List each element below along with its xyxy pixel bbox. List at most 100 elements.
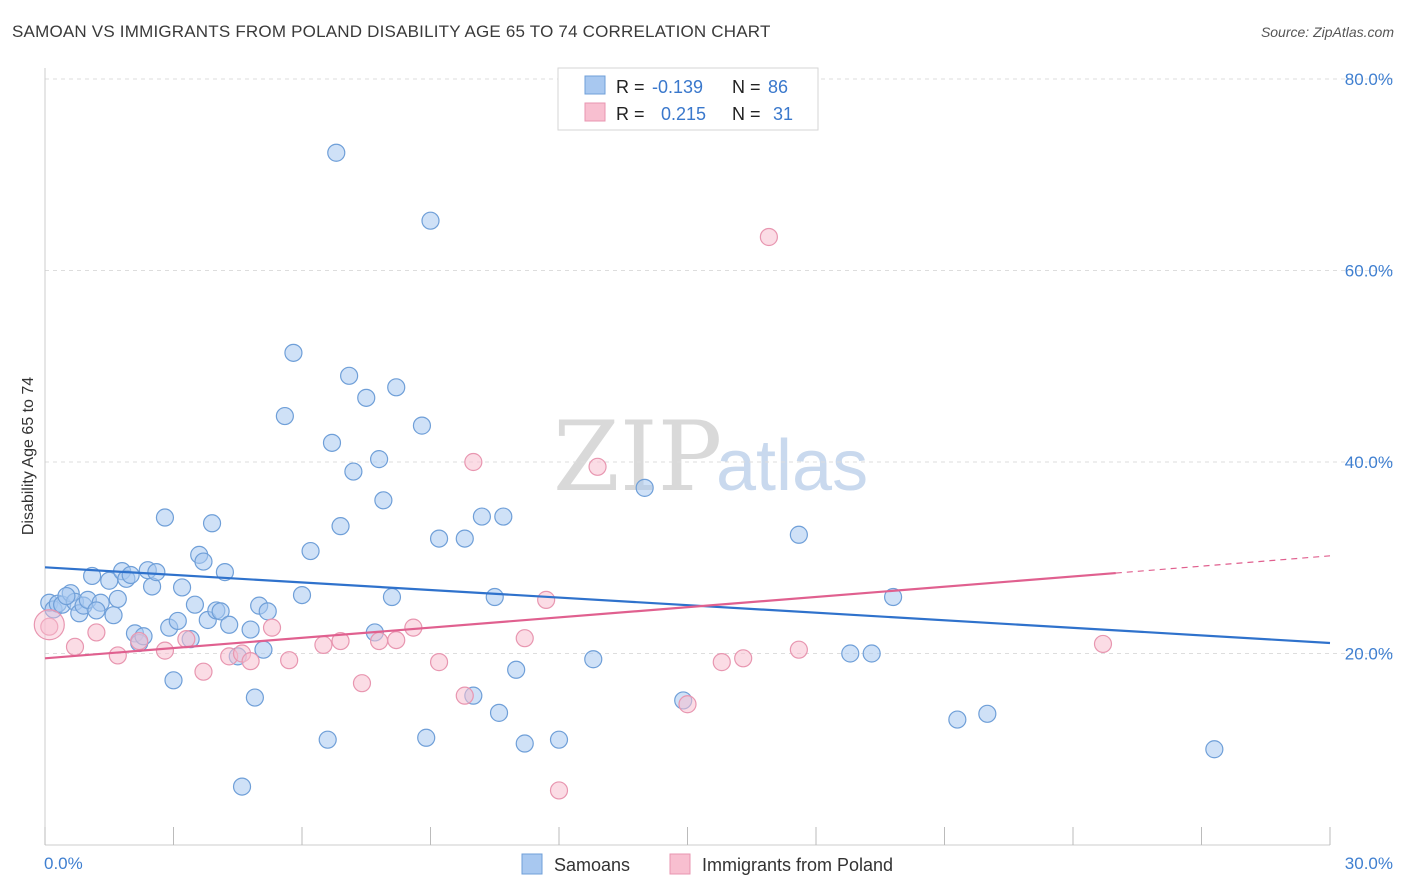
samoans-point <box>549 730 569 749</box>
poland-point <box>241 652 260 671</box>
samoans-point <box>489 703 509 722</box>
samoans-point <box>245 688 264 707</box>
samoans-point <box>155 508 175 527</box>
poland-point <box>387 630 406 650</box>
legend-r-value-1: -0.139 <box>652 77 703 97</box>
samoans-point <box>241 620 260 639</box>
samoans-point <box>322 433 342 452</box>
samoans-point <box>370 450 389 469</box>
watermark-zip: ZIP <box>553 401 722 513</box>
samoans-point <box>147 563 166 582</box>
samoans-point <box>883 587 903 607</box>
samoans-point <box>258 602 277 621</box>
x-tick-label-min: 0.0% <box>44 854 83 873</box>
correlation-legend: R = -0.139 N = 86 R = 0.215 N = 31 <box>557 67 819 131</box>
samoans-point <box>202 514 222 533</box>
source-label: Source: ZipAtlas.com <box>1260 24 1394 40</box>
poland-point <box>177 630 196 649</box>
samoans-point <box>455 529 474 548</box>
samoans-point <box>275 406 294 426</box>
poland-point <box>515 629 534 648</box>
y-tick-label-40: 40.0% <box>1345 453 1393 472</box>
bottom-legend-label-samoans: Samoans <box>554 855 630 875</box>
poland-points <box>33 227 1113 800</box>
poland-point <box>130 631 149 651</box>
samoans-point <box>387 378 406 397</box>
legend-swatch-samoans <box>584 75 606 95</box>
legend-swatch-poland <box>584 102 606 122</box>
samoans-point <box>292 585 312 605</box>
poland-point <box>108 646 127 665</box>
samoans-point <box>978 704 997 723</box>
poland-point <box>65 637 85 656</box>
samoans-point <box>215 563 234 582</box>
poland-point <box>588 457 607 476</box>
poland-point <box>734 649 753 668</box>
poland-point <box>262 618 282 637</box>
samoans-point <box>417 728 436 747</box>
samoans-point <box>108 589 127 609</box>
samoans-point <box>948 710 967 729</box>
samoans-point <box>104 606 123 625</box>
poland-point <box>194 662 213 681</box>
samoans-point <box>57 586 76 606</box>
samoans-point <box>168 611 187 631</box>
samoans-point <box>83 566 102 586</box>
samoans-point <box>284 343 303 362</box>
samoans-point <box>429 529 449 548</box>
poland-point <box>370 631 389 651</box>
legend-r-label-1: R = <box>616 77 645 97</box>
samoans-point <box>382 587 402 607</box>
gridlines <box>45 78 1393 654</box>
samoans-point <box>327 143 346 162</box>
samoans-point <box>412 416 432 435</box>
poland-point <box>1093 634 1113 654</box>
samoans-point <box>515 734 534 753</box>
samoans-point <box>164 671 183 690</box>
samoans-point <box>421 211 440 230</box>
samoans-point <box>318 730 337 749</box>
samoans-point <box>1205 740 1224 759</box>
legend-n-value-2: 31 <box>773 104 793 124</box>
samoans-point <box>472 507 491 526</box>
samoans-point <box>507 660 526 679</box>
samoans-trend-line <box>44 566 1331 645</box>
samoans-point <box>494 507 513 526</box>
trend-lines <box>44 555 1331 660</box>
poland-point <box>455 686 474 705</box>
samoans-point <box>220 615 239 634</box>
poland-point <box>280 651 299 670</box>
samoans-point <box>185 595 205 614</box>
samoans-point <box>194 552 213 571</box>
y-tick-label-80: 80.0% <box>1345 70 1393 89</box>
poland-point <box>789 640 808 659</box>
bottom-legend-swatch-poland <box>669 853 691 875</box>
samoans-point <box>485 587 504 607</box>
samoans-point <box>340 366 359 385</box>
poland-point <box>537 590 556 609</box>
poland-point <box>464 452 483 472</box>
poland-trend-line-extension <box>1115 555 1331 574</box>
samoans-point <box>789 525 808 544</box>
poland-point <box>429 653 449 672</box>
series-legend: Samoans Immigrants from Poland <box>521 853 893 875</box>
poland-point <box>40 617 59 636</box>
poland-point <box>759 227 778 247</box>
poland-point-cluster <box>33 609 65 641</box>
poland-trend-line <box>44 571 1116 660</box>
samoans-point <box>87 601 106 620</box>
samoans-point <box>211 602 230 621</box>
samoans-point <box>635 478 654 497</box>
watermark-atlas: atlas <box>716 426 868 506</box>
poland-point <box>352 674 372 693</box>
samoans-point <box>331 517 350 536</box>
legend-r-label-2: R = <box>616 104 645 124</box>
bottom-legend-label-poland: Immigrants from Poland <box>702 855 893 875</box>
samoans-point <box>301 541 320 561</box>
poland-point <box>87 623 106 642</box>
x-axis-ticks <box>44 827 1331 845</box>
legend-n-label-1: N = <box>732 77 761 97</box>
poland-point <box>678 695 697 714</box>
samoans-point <box>344 462 363 481</box>
